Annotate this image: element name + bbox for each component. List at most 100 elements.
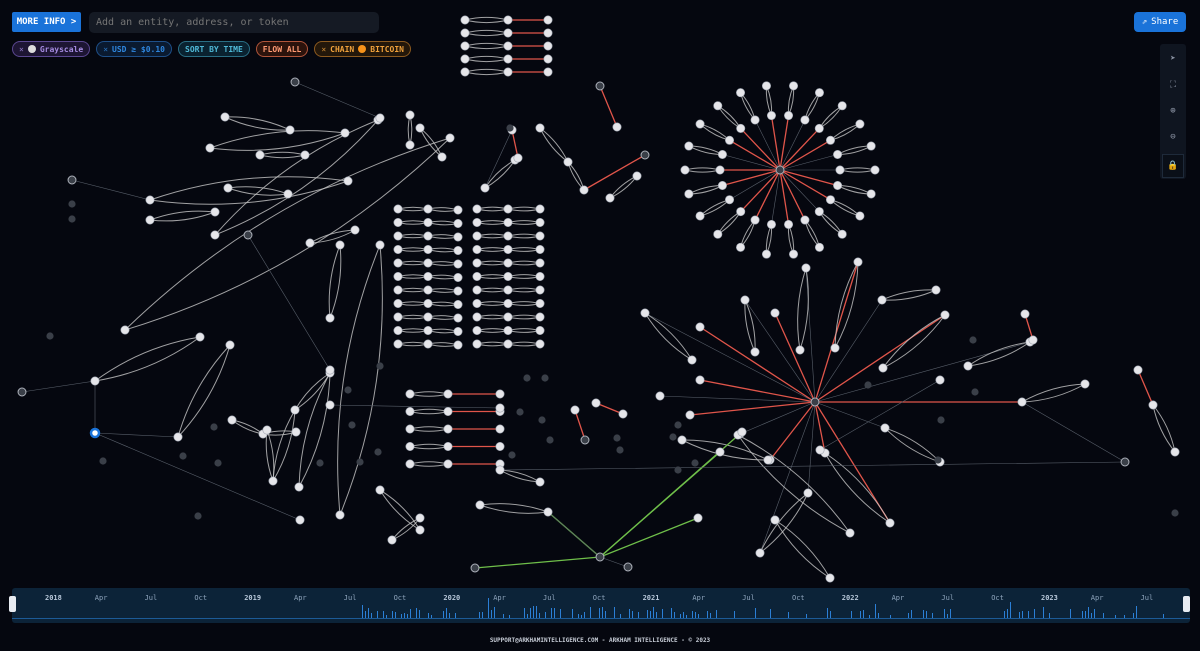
entity-node[interactable] [864, 381, 872, 389]
address-node[interactable] [535, 204, 545, 214]
address-node[interactable] [453, 272, 463, 282]
address-node[interactable] [453, 326, 463, 336]
address-node[interactable] [814, 88, 824, 98]
address-node[interactable] [725, 135, 735, 145]
address-node[interactable] [535, 231, 545, 241]
address-node[interactable] [878, 363, 888, 373]
address-node[interactable] [1133, 365, 1143, 375]
address-node[interactable] [503, 271, 513, 281]
address-node[interactable] [784, 111, 794, 121]
address-node[interactable] [763, 455, 773, 465]
address-node[interactable] [717, 180, 727, 190]
address-node[interactable] [713, 101, 723, 111]
address-node[interactable] [453, 232, 463, 242]
address-node[interactable] [472, 218, 482, 228]
address-node[interactable] [503, 245, 513, 255]
address-node[interactable] [535, 245, 545, 255]
address-node[interactable] [472, 325, 482, 335]
address-node[interactable] [833, 150, 843, 160]
entity-node[interactable] [934, 456, 942, 464]
address-node[interactable] [220, 112, 230, 122]
address-node[interactable] [472, 245, 482, 255]
address-node[interactable] [1170, 447, 1180, 457]
timeline-slider[interactable]: 2018 Apr Jul Oct 2019 Apr Jul Oct 2020 Apr Jul Oct 2… [9, 588, 1190, 623]
address-node[interactable] [815, 445, 825, 455]
entity-node[interactable] [508, 451, 516, 459]
address-node[interactable] [300, 150, 310, 160]
address-node[interactable] [877, 295, 887, 305]
address-node[interactable] [713, 229, 723, 239]
entity-node[interactable] [244, 231, 252, 239]
address-node[interactable] [1028, 335, 1038, 345]
address-node[interactable] [1017, 397, 1027, 407]
pointer-icon[interactable]: ➤ [1170, 54, 1176, 64]
address-node[interactable] [495, 389, 505, 399]
address-node[interactable] [350, 225, 360, 235]
address-node[interactable] [535, 271, 545, 281]
address-node[interactable] [543, 67, 553, 77]
address-node[interactable] [415, 513, 425, 523]
entity-node[interactable] [613, 434, 621, 442]
entity-node[interactable] [616, 446, 624, 454]
address-node[interactable] [393, 258, 403, 268]
address-node[interactable] [736, 242, 746, 252]
address-node[interactable] [845, 528, 855, 538]
address-node[interactable] [423, 218, 433, 228]
address-node[interactable] [963, 361, 973, 371]
address-node[interactable] [612, 122, 622, 132]
address-node[interactable] [766, 111, 776, 121]
entity-node[interactable] [581, 436, 589, 444]
address-node[interactable] [223, 183, 233, 193]
address-node[interactable] [443, 459, 453, 469]
address-node[interactable] [423, 231, 433, 241]
address-node[interactable] [535, 298, 545, 308]
address-node[interactable] [405, 406, 415, 416]
address-node[interactable] [784, 219, 794, 229]
address-node[interactable] [453, 313, 463, 323]
filter-chip-usd[interactable]: × USD ≥ $0.10 [96, 41, 172, 57]
address-node[interactable] [885, 518, 895, 528]
entity-node[interactable] [471, 564, 479, 572]
address-node[interactable] [750, 115, 760, 125]
address-node[interactable] [294, 482, 304, 492]
address-node[interactable] [750, 347, 760, 357]
address-node[interactable] [693, 513, 703, 523]
address-node[interactable] [543, 507, 553, 517]
address-node[interactable] [800, 215, 810, 225]
address-node[interactable] [415, 525, 425, 535]
address-node[interactable] [405, 424, 415, 434]
address-node[interactable] [695, 211, 705, 221]
address-node[interactable] [495, 441, 505, 451]
address-node[interactable] [795, 345, 805, 355]
address-node[interactable] [837, 101, 847, 111]
address-node[interactable] [1080, 379, 1090, 389]
address-node[interactable] [687, 355, 697, 365]
address-node[interactable] [285, 125, 295, 135]
entity-node[interactable] [523, 374, 531, 382]
address-node[interactable] [453, 246, 463, 256]
address-node[interactable] [405, 441, 415, 451]
entity-node[interactable] [348, 421, 356, 429]
address-node[interactable] [90, 376, 100, 386]
address-node[interactable] [227, 415, 237, 425]
address-node[interactable] [680, 165, 690, 175]
address-node[interactable] [423, 339, 433, 349]
address-node[interactable] [800, 115, 810, 125]
address-node[interactable] [866, 141, 876, 151]
address-node[interactable] [375, 113, 385, 123]
address-node[interactable] [453, 259, 463, 269]
address-node[interactable] [715, 447, 725, 457]
entity-node[interactable] [194, 512, 202, 520]
address-node[interactable] [423, 245, 433, 255]
address-node[interactable] [640, 308, 650, 318]
entity-node[interactable] [691, 459, 699, 467]
address-node[interactable] [503, 204, 513, 214]
entity-node[interactable] [291, 78, 299, 86]
zoom-out-icon[interactable]: ⊖ [1170, 132, 1176, 142]
address-node[interactable] [472, 258, 482, 268]
address-node[interactable] [375, 240, 385, 250]
address-node[interactable] [340, 128, 350, 138]
entity-node[interactable] [1121, 458, 1129, 466]
address-node[interactable] [535, 285, 545, 295]
hub-node[interactable] [811, 398, 819, 406]
